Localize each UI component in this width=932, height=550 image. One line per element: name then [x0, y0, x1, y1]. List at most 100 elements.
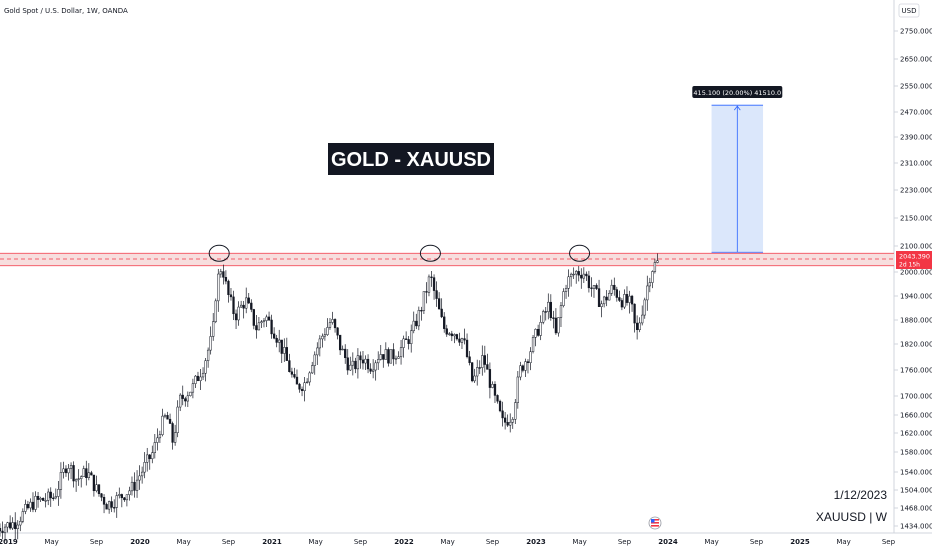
candle-body — [300, 388, 304, 391]
candle-body — [151, 452, 154, 460]
currency-button[interactable]: USD — [898, 3, 920, 18]
candle-body — [100, 493, 103, 498]
candle-body — [171, 423, 174, 443]
candle-body — [549, 301, 552, 318]
candle-body — [97, 484, 101, 494]
candle-body — [168, 418, 172, 424]
candle-body — [445, 328, 448, 335]
price-axis[interactable]: 1434.000 1468.000 1504.000 1540.000 1580.000… — [894, 28, 932, 531]
candle-body — [336, 327, 339, 336]
candle-body — [425, 291, 428, 293]
candle-body — [509, 421, 512, 426]
candle-body — [143, 462, 146, 473]
candle-body — [267, 316, 271, 321]
candle-body — [29, 501, 32, 509]
candle-body — [74, 479, 78, 482]
candle-body — [641, 314, 644, 324]
candle-body — [326, 327, 329, 335]
candle-body — [575, 271, 578, 275]
candle-body — [580, 274, 583, 279]
candle-body — [498, 400, 502, 412]
time-tick-label: 2019 — [0, 538, 18, 546]
candle-body — [602, 296, 606, 305]
candle-body — [481, 355, 484, 368]
candle-body — [514, 402, 517, 420]
candle-body — [503, 417, 507, 423]
candle-body — [374, 362, 377, 371]
candle-body — [328, 322, 332, 328]
candle-body — [158, 434, 162, 439]
candle-body — [191, 383, 195, 393]
candle-body — [19, 521, 22, 526]
candle-body — [123, 497, 126, 501]
candle-body — [69, 465, 73, 469]
candle-body — [463, 338, 466, 341]
candle-body — [272, 333, 276, 339]
candle-body — [217, 273, 220, 302]
candle-body — [133, 481, 136, 491]
candle-body — [283, 347, 286, 354]
candle-body — [430, 276, 433, 278]
candle-body — [85, 468, 88, 479]
candle-body — [1, 530, 4, 533]
candle-body — [59, 472, 63, 490]
candle-body — [257, 322, 261, 331]
candle-body — [524, 361, 527, 371]
candle-body — [361, 359, 365, 364]
candle-body — [280, 339, 283, 354]
price-tick-label: 1504.000 — [900, 487, 932, 495]
candle-body — [316, 347, 319, 356]
candle-body — [440, 308, 443, 318]
candle-body — [275, 337, 278, 343]
candle-body — [547, 301, 550, 312]
candle-body — [531, 337, 535, 352]
candle-body — [331, 319, 334, 323]
bar-countdown: 2d 15h — [899, 262, 920, 269]
candle-body — [478, 367, 481, 369]
price-tick-label: 2310.000 — [900, 160, 932, 168]
candle-body — [199, 376, 202, 381]
top-marker-circle — [569, 244, 591, 262]
candle-body — [610, 284, 613, 294]
candle-body — [87, 472, 90, 479]
time-tick-label: May — [176, 538, 190, 546]
time-tick-label: May — [572, 538, 586, 546]
candle-body — [247, 297, 250, 304]
candle-body — [77, 478, 80, 480]
candle-body — [125, 494, 129, 501]
candle-body — [623, 294, 626, 308]
candle-body — [288, 360, 291, 372]
candle-body — [559, 305, 563, 318]
candle-body — [486, 364, 489, 370]
price-tick-label: 2390.000 — [900, 134, 932, 142]
measure-label: 415.100 (20.00%) 41510.0 — [693, 89, 781, 97]
price-tick-label: 1820.000 — [900, 341, 932, 349]
candle-body — [379, 354, 382, 360]
candle-body — [592, 285, 596, 289]
candle-body — [224, 277, 228, 282]
top-marker-circle — [419, 244, 441, 262]
candle-body — [443, 316, 446, 329]
candle-body — [450, 333, 453, 337]
price-tick-label: 2100.000 — [900, 243, 932, 251]
candle-body — [455, 334, 459, 340]
candle-body — [72, 465, 75, 482]
candle-body — [255, 325, 258, 331]
candle-body — [138, 475, 141, 481]
top-markers — [208, 244, 591, 262]
resistance-zone[interactable] — [0, 253, 894, 266]
candle-body — [412, 320, 415, 332]
candle-body — [227, 280, 230, 295]
candle-body — [173, 432, 177, 443]
time-axis[interactable]: 2019 May Sep 2020 May Sep 2021 May Sep 2022 May Sep… — [0, 538, 896, 546]
price-tick-label: 1880.000 — [900, 317, 932, 325]
us-flag-icon[interactable] — [648, 516, 662, 530]
candle-body — [95, 484, 98, 492]
candle-body — [554, 317, 558, 334]
symbol-interval-label: XAUUSD | W — [816, 510, 888, 524]
candle-body — [49, 491, 52, 499]
candle-body — [252, 309, 255, 326]
price-tick-label: 1468.000 — [900, 505, 932, 513]
candle-body — [8, 522, 12, 529]
